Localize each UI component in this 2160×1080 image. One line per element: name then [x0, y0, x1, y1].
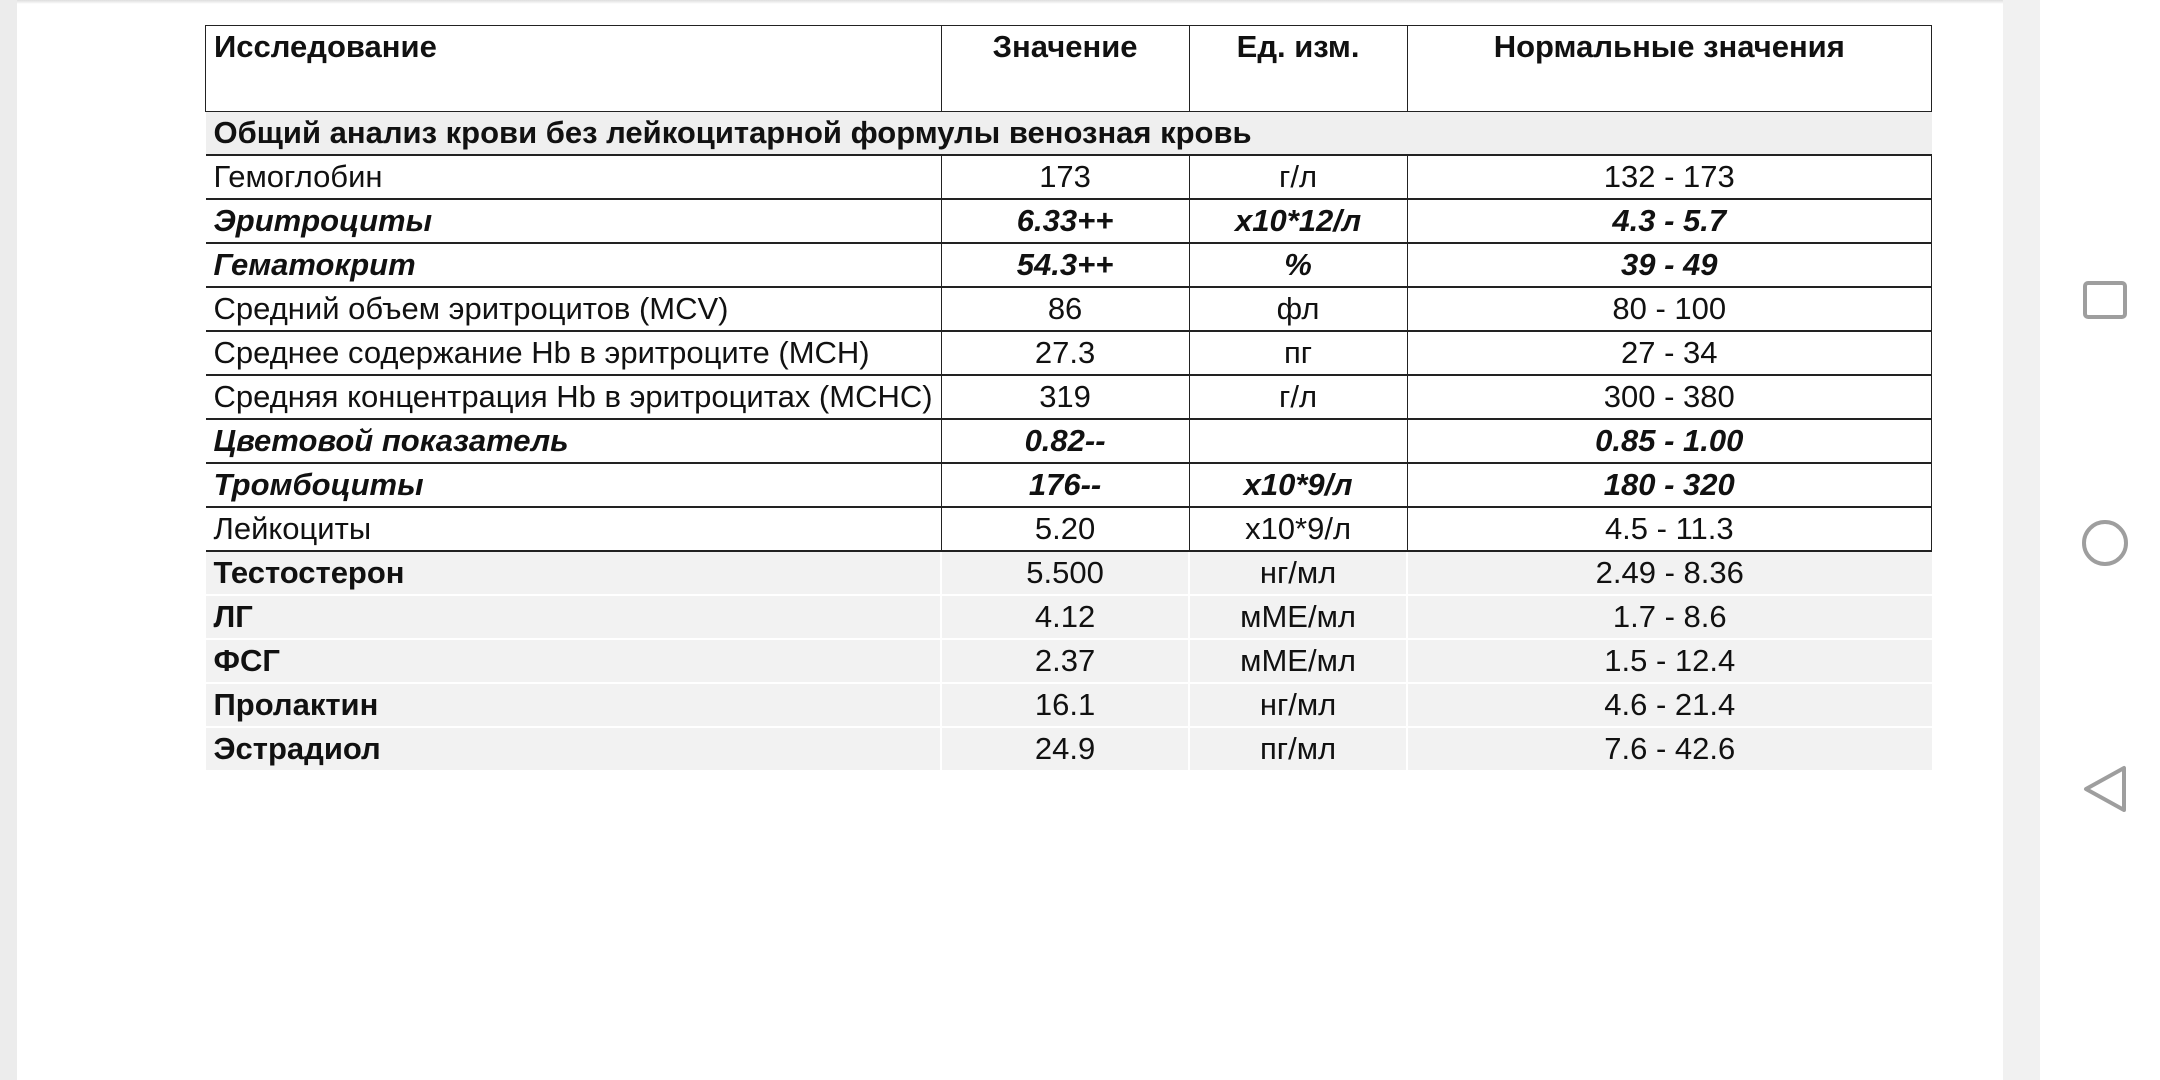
test-name: Гемоглобин — [205, 155, 942, 200]
test-value: 319 — [940, 375, 1190, 420]
test-value: 54.3++ — [940, 243, 1190, 288]
hormone-row: ЛГ 4.12 мМЕ/мл 1.7 - 8.6 — [205, 595, 1932, 640]
lab-results-table: Исследование Значение Ед. изм. Нормальны… — [205, 25, 1933, 772]
test-unit: г/л — [1188, 155, 1408, 200]
cbc-row: Тромбоциты 176-- x10*9/л 180 - 320 — [205, 463, 1933, 508]
home-button[interactable] — [2080, 518, 2130, 568]
reference-range: 80 - 100 — [1406, 287, 1933, 332]
recents-button[interactable] — [2080, 275, 2130, 325]
recents-square-icon — [2083, 281, 2127, 319]
back-button[interactable] — [2080, 764, 2130, 814]
hormone-row: Эстрадиол 24.9 пг/мл 7.6 - 42.6 — [205, 727, 1932, 772]
reference-range: 300 - 380 — [1406, 375, 1933, 420]
scroll-track[interactable] — [2003, 0, 2040, 1080]
section-row: Общий анализ крови без лейкоцитарной фор… — [205, 111, 1932, 156]
cbc-row: Лейкоциты 5.20 x10*9/л 4.5 - 11.3 — [205, 507, 1933, 552]
test-name: Цветовой показатель — [205, 419, 942, 464]
test-name: Тромбоциты — [205, 463, 942, 508]
test-unit — [1188, 419, 1408, 464]
test-value: 27.3 — [940, 331, 1190, 376]
test-unit: фл — [1188, 287, 1408, 332]
reference-range: 27 - 34 — [1406, 331, 1933, 376]
android-nav-bar — [2040, 0, 2160, 1080]
hormone-row: Тестостерон 5.500 нг/мл 2.49 - 8.36 — [205, 551, 1932, 596]
hormone-row: Пролактин 16.1 нг/мл 4.6 - 21.4 — [205, 683, 1932, 728]
test-value: 0.82-- — [940, 419, 1190, 464]
test-unit: пг — [1188, 331, 1408, 376]
header-range: Нормальные значения — [1406, 25, 1933, 112]
reference-range: 180 - 320 — [1406, 463, 1933, 508]
header-test: Исследование — [205, 25, 942, 112]
cbc-row: Среднее содержание Hb в эритроците (MCH)… — [205, 331, 1933, 376]
test-value: 4.12 — [940, 595, 1190, 640]
test-unit: пг/мл — [1188, 727, 1408, 772]
top-shadow — [17, 0, 2003, 4]
test-value: 24.9 — [940, 727, 1190, 772]
reference-range: 1.7 - 8.6 — [1406, 595, 1932, 640]
test-name: Лейкоциты — [205, 507, 942, 552]
hormone-row: ФСГ 2.37 мМЕ/мл 1.5 - 12.4 — [205, 639, 1932, 684]
reference-range: 4.5 - 11.3 — [1406, 507, 1933, 552]
reference-range: 4.3 - 5.7 — [1406, 199, 1933, 244]
test-name: Пролактин — [205, 683, 942, 728]
reference-range: 7.6 - 42.6 — [1406, 727, 1932, 772]
test-value: 6.33++ — [940, 199, 1190, 244]
test-value: 176-- — [940, 463, 1190, 508]
test-name: ЛГ — [205, 595, 942, 640]
cbc-row: Цветовой показатель 0.82-- 0.85 - 1.00 — [205, 419, 1933, 464]
test-unit: x10*9/л — [1188, 463, 1408, 508]
test-unit: x10*9/л — [1188, 507, 1408, 552]
test-name: Средняя концентрация Hb в эритроцитах (M… — [205, 375, 942, 420]
left-margin — [0, 0, 17, 1080]
reference-range: 4.6 - 21.4 — [1406, 683, 1932, 728]
test-name: Средний объем эритроцитов (MCV) — [205, 287, 942, 332]
test-unit: г/л — [1188, 375, 1408, 420]
home-circle-icon — [2082, 520, 2128, 566]
test-name: Эстрадиол — [205, 727, 942, 772]
test-unit: % — [1188, 243, 1408, 288]
header-value: Значение — [940, 25, 1190, 112]
reference-range: 1.5 - 12.4 — [1406, 639, 1932, 684]
test-value: 16.1 — [940, 683, 1190, 728]
cbc-row: Гемоглобин 173 г/л 132 - 173 — [205, 155, 1933, 200]
back-triangle-icon — [2084, 766, 2126, 812]
reference-range: 132 - 173 — [1406, 155, 1933, 200]
test-value: 2.37 — [940, 639, 1190, 684]
test-unit: нг/мл — [1188, 551, 1408, 596]
test-name: Среднее содержание Hb в эритроците (MCH) — [205, 331, 942, 376]
cbc-row: Средняя концентрация Hb в эритроцитах (M… — [205, 375, 1933, 420]
header-unit: Ед. изм. — [1188, 25, 1408, 112]
test-name: ФСГ — [205, 639, 942, 684]
reference-range: 39 - 49 — [1406, 243, 1933, 288]
cbc-row: Эритроциты 6.33++ x10*12/л 4.3 - 5.7 — [205, 199, 1933, 244]
test-unit: x10*12/л — [1188, 199, 1408, 244]
section-title: Общий анализ крови без лейкоцитарной фор… — [205, 111, 1932, 156]
table-header-row: Исследование Значение Ед. изм. Нормальны… — [205, 25, 1933, 112]
test-unit: мМЕ/мл — [1188, 639, 1408, 684]
test-unit: нг/мл — [1188, 683, 1408, 728]
reference-range: 0.85 - 1.00 — [1406, 419, 1933, 464]
test-value: 173 — [940, 155, 1190, 200]
test-value: 5.500 — [940, 551, 1190, 596]
cbc-row: Средний объем эритроцитов (MCV) 86 фл 80 - … — [205, 287, 1933, 332]
test-value: 5.20 — [940, 507, 1190, 552]
reference-range: 2.49 - 8.36 — [1406, 551, 1932, 596]
test-name: Гематокрит — [205, 243, 942, 288]
test-name: Тестостерон — [205, 551, 942, 596]
test-name: Эритроциты — [205, 199, 942, 244]
test-value: 86 — [940, 287, 1190, 332]
cbc-row: Гематокрит 54.3++% 39 - 49 — [205, 243, 1933, 288]
test-unit: мМЕ/мл — [1188, 595, 1408, 640]
